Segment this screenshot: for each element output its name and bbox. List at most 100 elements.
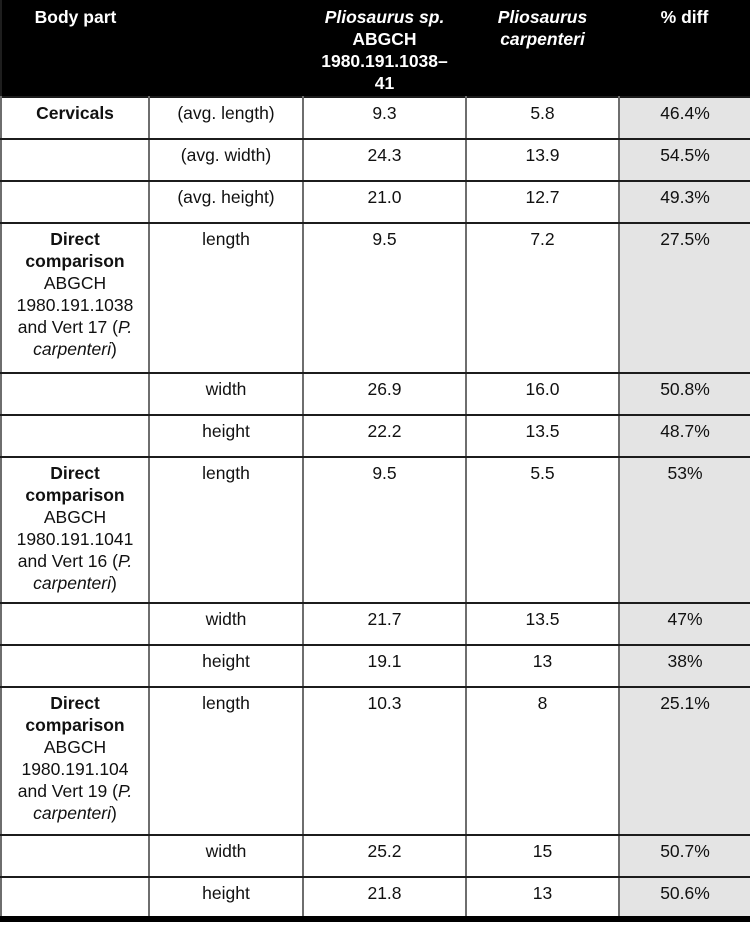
table-row-comparison1-height: height 22.2 13.5 48.7% <box>0 414 750 458</box>
pct-diff-value: 50.6% <box>660 883 710 903</box>
pct-diff-cell: 50.6% <box>618 876 750 920</box>
pct-diff-value: 50.8% <box>660 379 710 399</box>
pliosaurus-sp-specimen-number: 1980.191.1038– <box>321 51 448 71</box>
value-cell-pliosaurus-sp: 25.2 <box>302 834 467 878</box>
value-pliosaurus-sp: 9.5 <box>372 463 397 483</box>
value-p-carpenteri: 8 <box>537 693 548 713</box>
group-label: Direct comparison <box>25 229 125 271</box>
pct-diff-value: 53% <box>667 463 703 483</box>
pct-diff-value: 25.1% <box>660 693 710 713</box>
group-label: Direct comparison <box>25 463 125 505</box>
value-cell-p-carpenteri: 13.5 <box>465 414 620 458</box>
table-row-comparison1-length: Direct comparison ABGCH 1980.191.1038 an… <box>0 222 750 374</box>
value-cell-p-carpenteri: 5.8 <box>465 96 620 140</box>
measure-label: (avg. width) <box>180 145 272 165</box>
value-p-carpenteri: 13.9 <box>525 145 560 165</box>
value-p-carpenteri: 13 <box>532 883 553 903</box>
value-cell-p-carpenteri: 15 <box>465 834 620 878</box>
measure-label: height <box>202 651 250 671</box>
value-cell-pliosaurus-sp: 26.9 <box>302 372 467 416</box>
column-header-body-part: Body part <box>1 0 149 97</box>
p-carpenteri-species: carpenteri <box>500 29 585 49</box>
column-header-pliosaurus-sp: Pliosaurus sp. ABGCH 1980.191.1038– 41 <box>303 0 466 97</box>
body-part-cell: Direct comparison ABGCH 1980.191.1038 an… <box>0 222 150 374</box>
value-cell-p-carpenteri: 12.7 <box>465 180 620 224</box>
measure-label: length <box>202 463 250 483</box>
value-p-carpenteri: 12.7 <box>525 187 560 207</box>
pct-diff-value: 46.4% <box>660 103 710 123</box>
pct-diff-value: 48.7% <box>660 421 710 441</box>
value-p-carpenteri: 15 <box>532 841 553 861</box>
pct-diff-cell: 48.7% <box>618 414 750 458</box>
body-part-cell <box>0 602 150 646</box>
measure-cell: width <box>148 834 304 878</box>
body-part-cell <box>0 876 150 920</box>
value-cell-pliosaurus-sp: 9.5 <box>302 456 467 604</box>
pliosaurus-sp-specimen-number-cont: 41 <box>374 73 395 93</box>
measure-cell: width <box>148 602 304 646</box>
value-cell-pliosaurus-sp: 9.5 <box>302 222 467 374</box>
value-p-carpenteri: 13.5 <box>525 609 560 629</box>
value-p-carpenteri: 13.5 <box>525 421 560 441</box>
table-row-comparison3-width: width 25.2 15 50.7% <box>0 834 750 878</box>
table-row-comparison1-width: width 26.9 16.0 50.8% <box>0 372 750 416</box>
measure-label: height <box>202 883 250 903</box>
pct-diff-value: 54.5% <box>660 145 710 165</box>
group-close-paren: ) <box>111 803 117 823</box>
measure-cell: length <box>148 222 304 374</box>
value-cell-pliosaurus-sp: 24.3 <box>302 138 467 182</box>
measure-label: length <box>202 229 250 249</box>
body-part-cell <box>0 834 150 878</box>
measure-cell: height <box>148 414 304 458</box>
pct-diff-cell: 25.1% <box>618 686 750 836</box>
pct-diff-cell: 50.8% <box>618 372 750 416</box>
value-pliosaurus-sp: 24.3 <box>367 145 402 165</box>
group-detail: ABGCH 1980.191.1041 and Vert 16 ( <box>16 507 134 571</box>
pct-diff-cell: 47% <box>618 602 750 646</box>
value-pliosaurus-sp: 25.2 <box>367 841 402 861</box>
p-carpenteri-genus: Pliosaurus <box>497 7 588 27</box>
value-cell-pliosaurus-sp: 19.1 <box>302 644 467 688</box>
value-pliosaurus-sp: 22.2 <box>367 421 402 441</box>
pct-diff-cell: 46.4% <box>618 96 750 140</box>
column-header-pct-diff: % diff <box>619 0 750 97</box>
measure-cell: (avg. height) <box>148 180 304 224</box>
group-detail: ABGCH 1980.191.104 and Vert 19 ( <box>17 737 129 801</box>
group-label: Cervicals <box>36 103 114 123</box>
value-cell-p-carpenteri: 13 <box>465 876 620 920</box>
value-cell-p-carpenteri: 8 <box>465 686 620 836</box>
species-name: P. carpenteri <box>33 551 133 593</box>
table-row-cervicals-avg-width: (avg. width) 24.3 13.9 54.5% <box>0 138 750 182</box>
value-p-carpenteri: 5.8 <box>530 103 555 123</box>
value-cell-pliosaurus-sp: 21.8 <box>302 876 467 920</box>
value-p-carpenteri: 13 <box>532 651 553 671</box>
body-part-cell <box>0 372 150 416</box>
value-pliosaurus-sp: 10.3 <box>367 693 402 713</box>
pct-diff-cell: 50.7% <box>618 834 750 878</box>
value-cell-p-carpenteri: 7.2 <box>465 222 620 374</box>
header-row: Body part Pliosaurus sp. ABGCH 1980.191.… <box>1 0 750 97</box>
group-label: Direct comparison <box>25 693 125 735</box>
measure-cell: width <box>148 372 304 416</box>
value-cell-p-carpenteri: 13.9 <box>465 138 620 182</box>
value-pliosaurus-sp: 26.9 <box>367 379 402 399</box>
pct-diff-header-label: % diff <box>660 7 709 27</box>
measure-label: (avg. length) <box>177 103 275 123</box>
pct-diff-value: 47% <box>667 609 703 629</box>
measure-label: (avg. height) <box>177 187 275 207</box>
table-row-comparison2-width: width 21.7 13.5 47% <box>0 602 750 646</box>
group-close-paren: ) <box>111 339 117 359</box>
measure-label: width <box>205 609 247 629</box>
group-close-paren: ) <box>111 573 117 593</box>
body-part-cell <box>0 138 150 182</box>
pct-diff-value: 50.7% <box>660 841 710 861</box>
pct-diff-cell: 54.5% <box>618 138 750 182</box>
table-row-cervicals-avg-length: Cervicals (avg. length) 9.3 5.8 46.4% <box>0 96 750 140</box>
value-cell-p-carpenteri: 5.5 <box>465 456 620 604</box>
species-name: P. carpenteri <box>33 781 133 823</box>
pct-diff-value: 27.5% <box>660 229 710 249</box>
pliosaurus-sp-name: Pliosaurus sp. <box>324 7 445 27</box>
body-part-cell <box>0 644 150 688</box>
measure-label: length <box>202 693 250 713</box>
species-name: P. carpenteri <box>33 317 133 359</box>
